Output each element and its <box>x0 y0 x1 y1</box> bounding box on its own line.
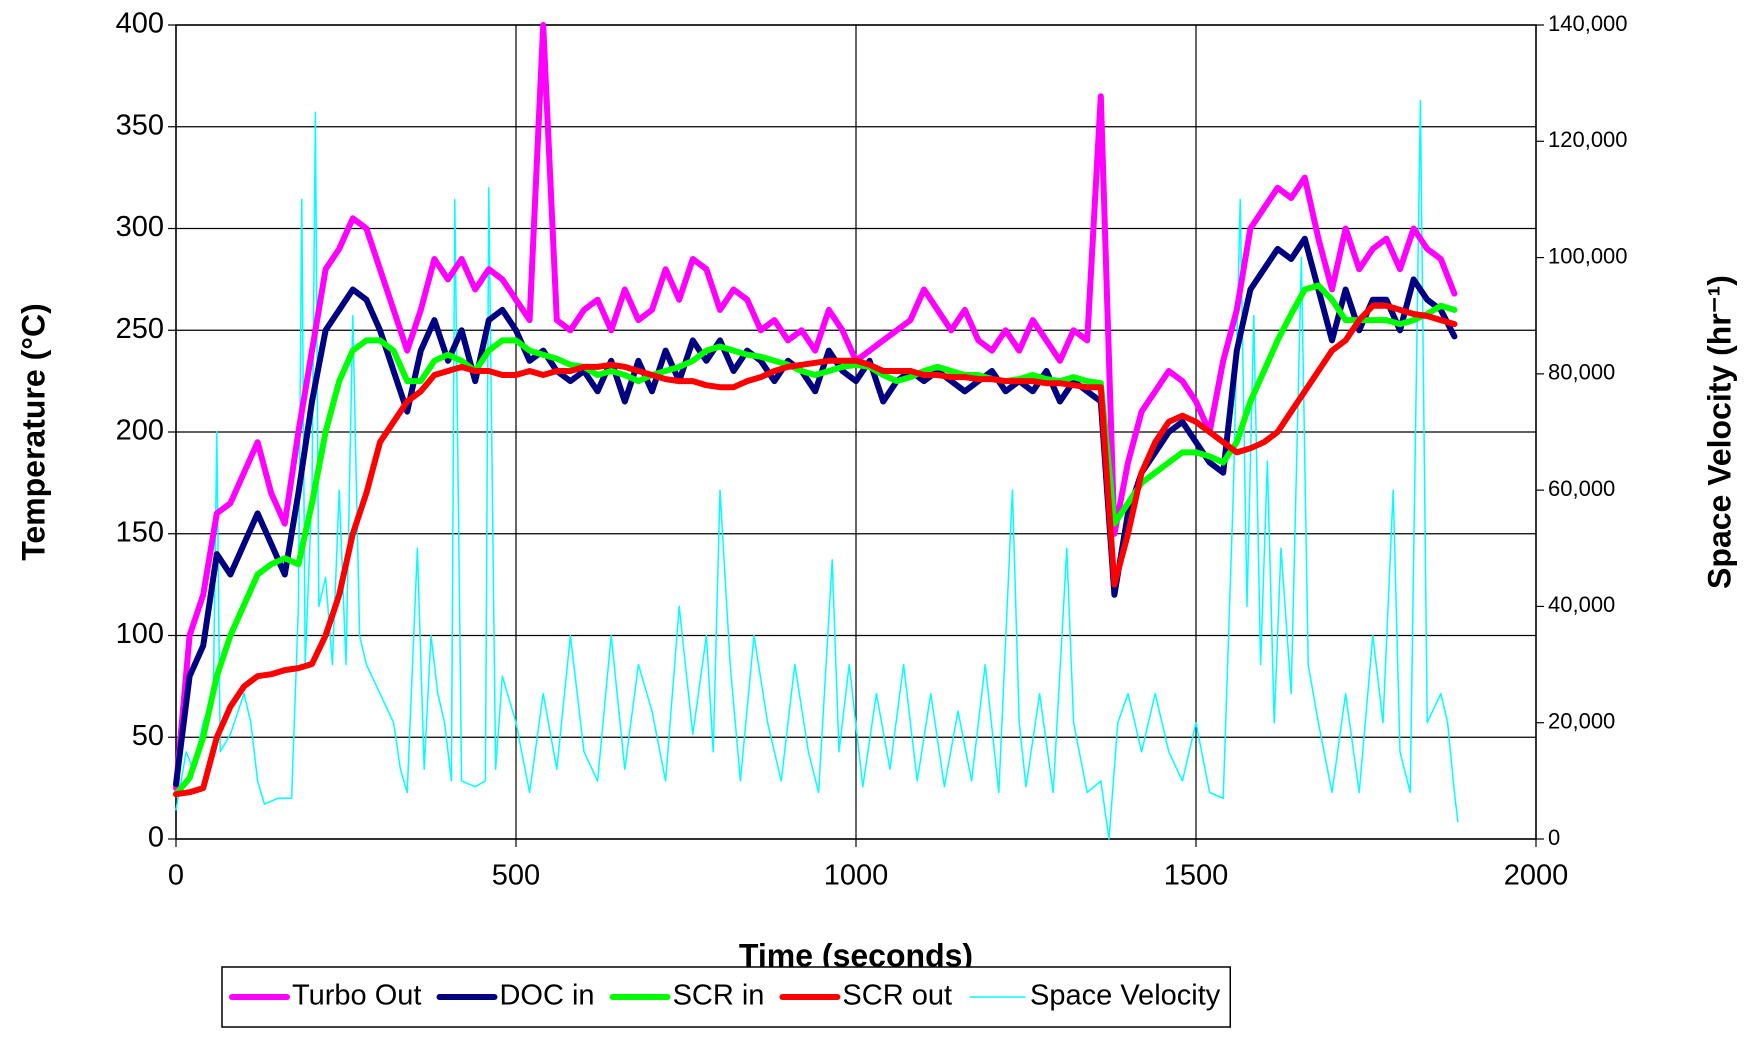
x-tick-label: 1000 <box>824 860 889 892</box>
plot-frame <box>175 24 1537 840</box>
legend-label: DOC in <box>499 980 594 1012</box>
y2-tick-label: 40,000 <box>1548 592 1615 617</box>
y2-tick-label: 80,000 <box>1548 360 1615 385</box>
legend-label: Turbo Out <box>292 980 421 1012</box>
x-tick-label: 500 <box>492 860 540 892</box>
data-line <box>173 302 1458 798</box>
y-tick-label: 200 <box>116 415 164 447</box>
data-line <box>173 282 1458 798</box>
y-tick-label: 300 <box>116 211 164 243</box>
legend-label: Space Velocity <box>1030 980 1221 1012</box>
y2-tick-label: 0 <box>1548 825 1560 850</box>
y2-tick-label: 120,000 <box>1548 127 1628 152</box>
y-tick-label: 0 <box>148 822 164 854</box>
y2-tick-label: 60,000 <box>1548 476 1615 501</box>
y-tick-label: 50 <box>132 720 164 752</box>
y2-tick-label: 100,000 <box>1548 243 1628 268</box>
y-tick-label: 350 <box>116 109 164 141</box>
data-line <box>175 99 1459 840</box>
legend-box <box>221 966 1232 1028</box>
x-tick-label: 1500 <box>1164 860 1229 892</box>
y2-tick-label: 140,000 <box>1548 11 1628 36</box>
legend-label: SCR in <box>673 980 765 1012</box>
y2-tick-label: 20,000 <box>1548 709 1615 734</box>
y-tick-label: 150 <box>116 516 164 548</box>
x-tick-label: 2000 <box>1504 860 1569 892</box>
y-axis-title: Temperature (°C) <box>15 303 51 561</box>
legend-label: SCR out <box>842 980 952 1012</box>
y-tick-label: 250 <box>116 313 164 345</box>
data-line <box>173 235 1458 788</box>
legend: Turbo Out DOC in SCR in SCR out Space Veloci… <box>221 966 1232 1028</box>
y2-axis-title: Space Velocity (hr⁻¹) <box>1701 275 1737 589</box>
x-tick-label: 0 <box>168 860 184 892</box>
data-line <box>173 22 1458 792</box>
y-tick-label: 400 <box>116 8 164 40</box>
y-tick-label: 100 <box>116 618 164 650</box>
